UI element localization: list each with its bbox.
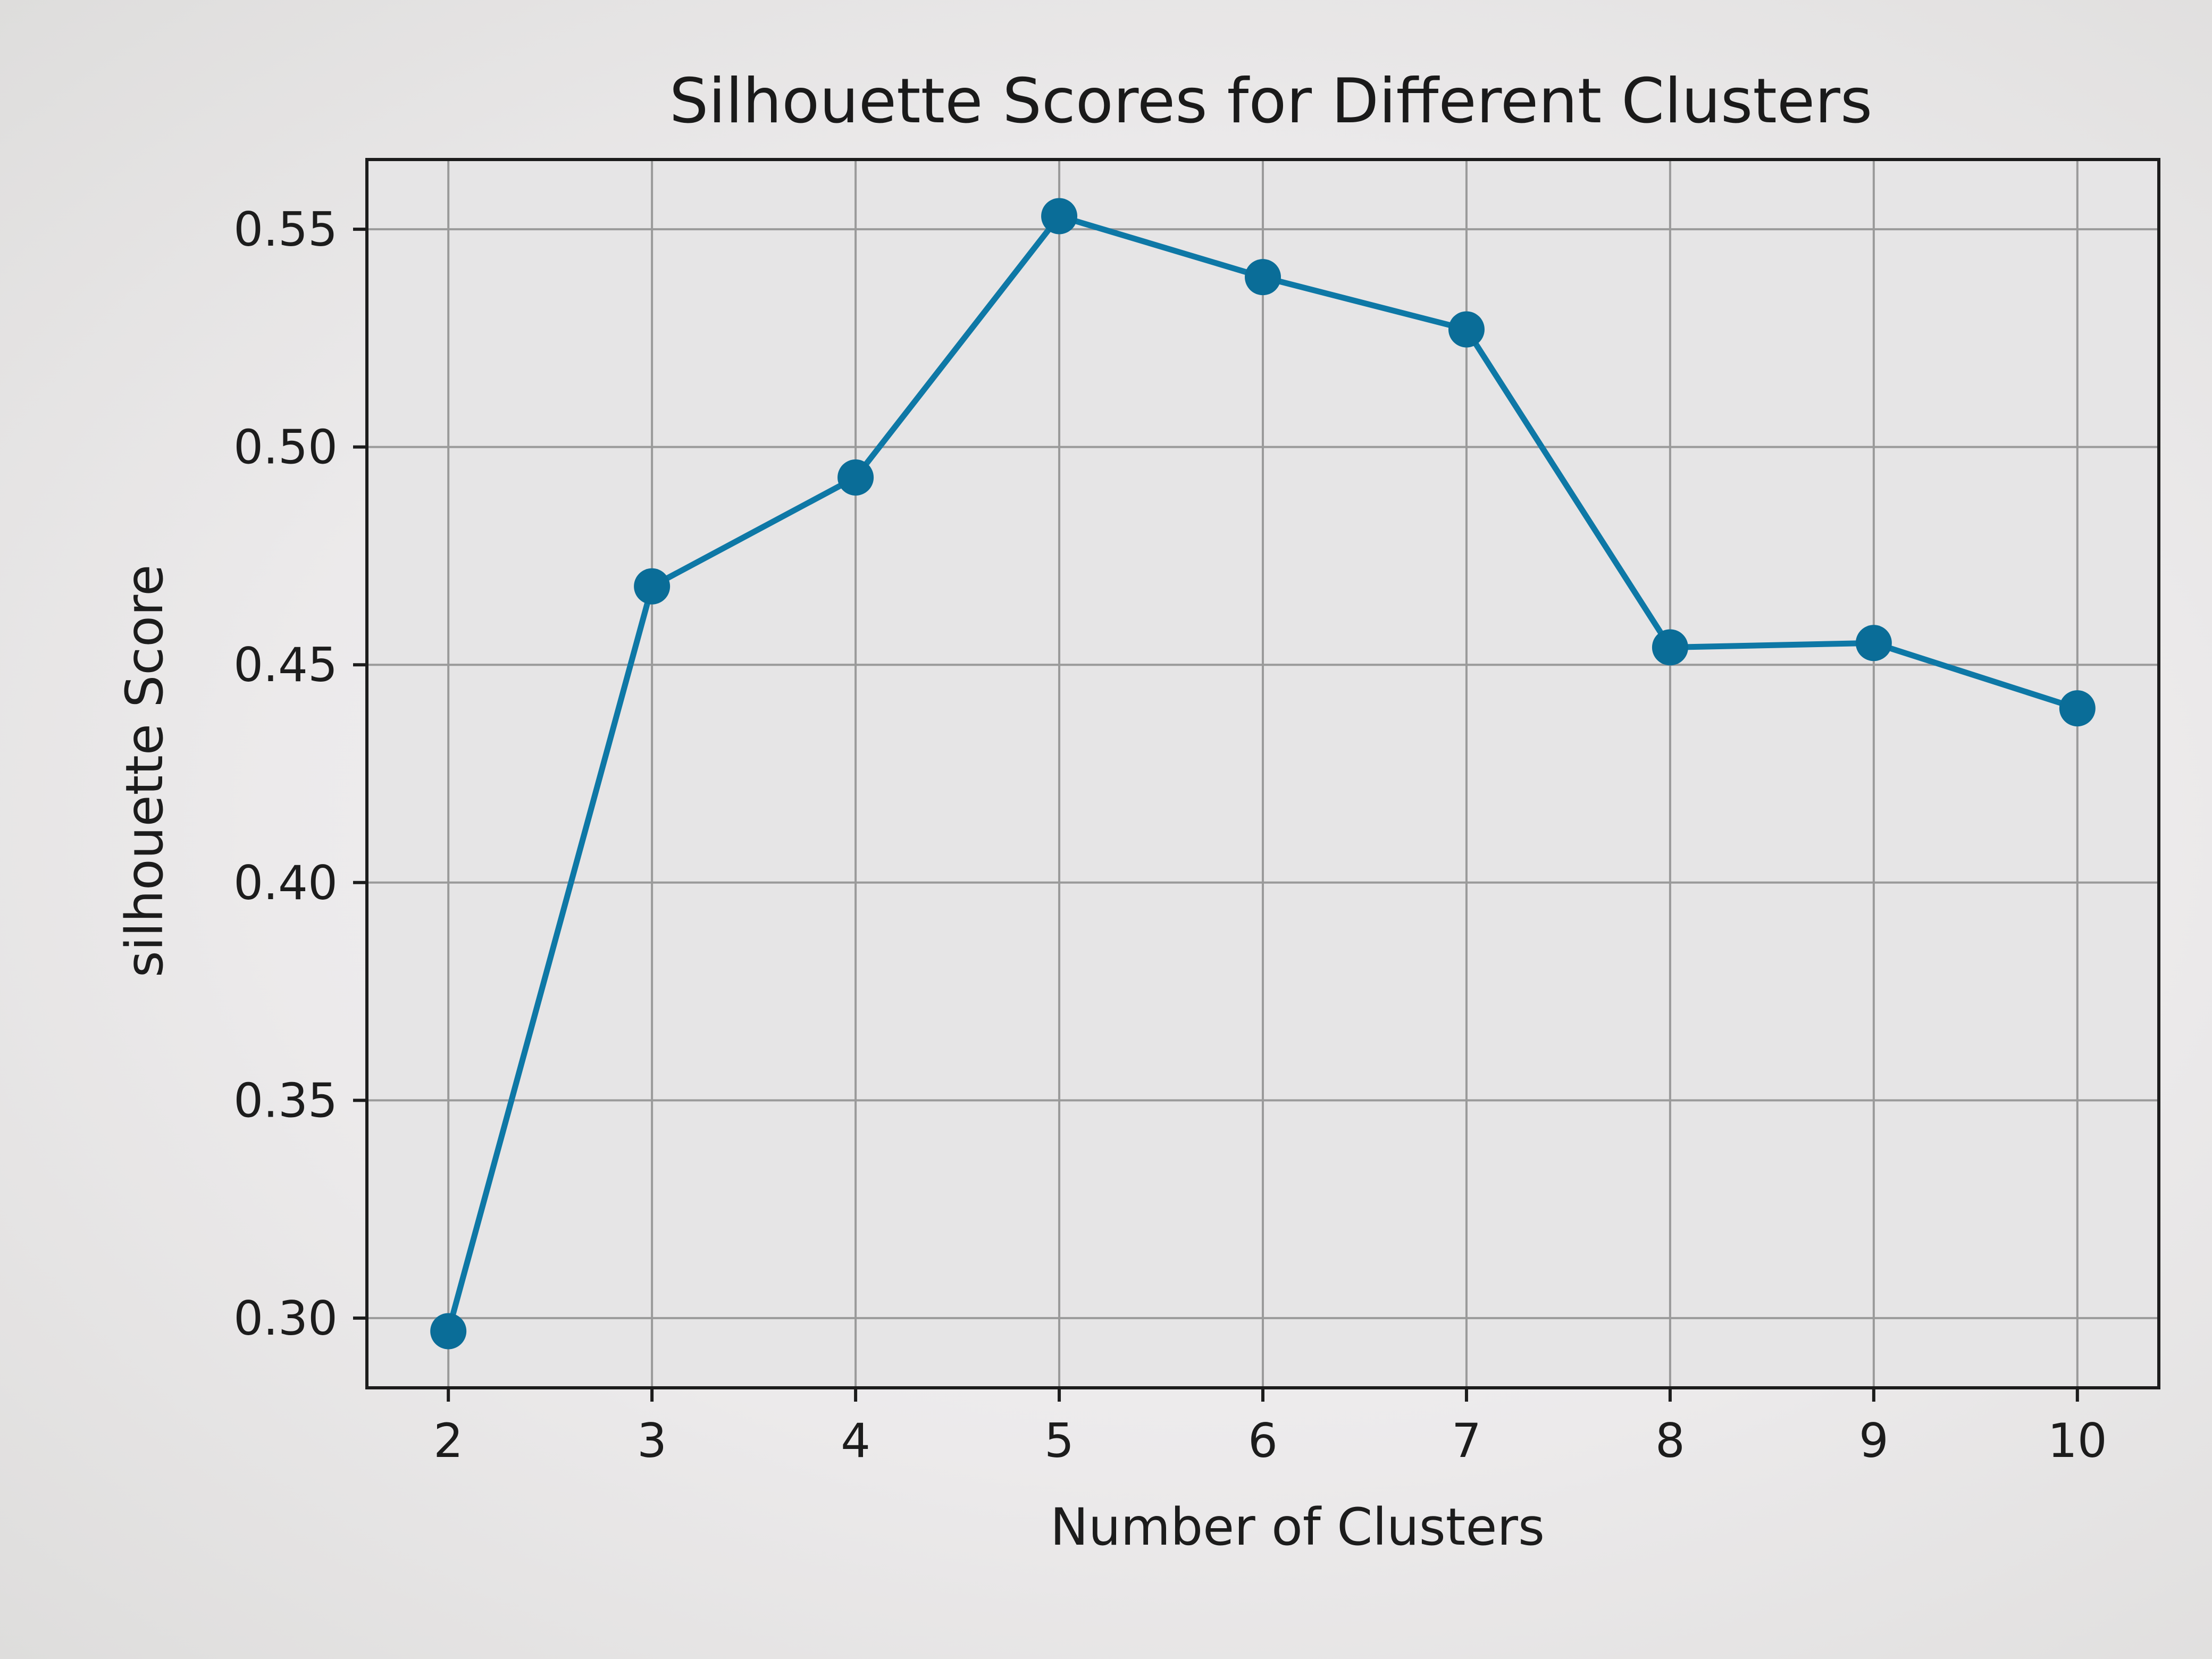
data-point-k8: [1652, 629, 1688, 666]
y-tick-label: 0.50: [233, 420, 338, 475]
data-point-k6: [1245, 259, 1281, 296]
data-point-k3: [634, 568, 671, 605]
y-tick-label: 0.55: [233, 202, 338, 257]
x-tick-label: 10: [2048, 1413, 2107, 1468]
x-axis-title: Number of Clusters: [1050, 1497, 1545, 1557]
y-tick-label: 0.40: [233, 856, 338, 910]
data-point-k7: [1448, 311, 1485, 348]
x-tick-label: 5: [1044, 1413, 1074, 1468]
x-tick-label: 4: [841, 1413, 870, 1468]
x-tick-label: 2: [433, 1413, 463, 1468]
series: [430, 198, 2096, 1350]
data-point-k10: [2059, 690, 2096, 727]
data-point-k2: [430, 1313, 467, 1350]
x-tick-label: 9: [1859, 1413, 1889, 1468]
data-point-k9: [1855, 625, 1892, 661]
chart-title: Silhouette Scores for Different Clusters: [669, 65, 1873, 137]
x-tick-label: 6: [1248, 1413, 1278, 1468]
y-tick-label: 0.35: [233, 1073, 338, 1128]
y-tick-label: 0.45: [233, 638, 338, 692]
grid: [367, 160, 2159, 1388]
y-tick-label: 0.30: [233, 1291, 338, 1346]
data-point-k5: [1041, 198, 1078, 234]
x-tick-label: 8: [1655, 1413, 1685, 1468]
axis-ticks: 2 3 4 5 6 7 8 9 10 0.30 0.35 0.40 0.45 0.50 0.55: [233, 202, 2107, 1468]
x-tick-label: 7: [1452, 1413, 1481, 1468]
x-tick-label: 3: [637, 1413, 667, 1468]
data-point-k4: [837, 459, 874, 496]
y-axis-title: silhouette Score: [115, 565, 174, 978]
